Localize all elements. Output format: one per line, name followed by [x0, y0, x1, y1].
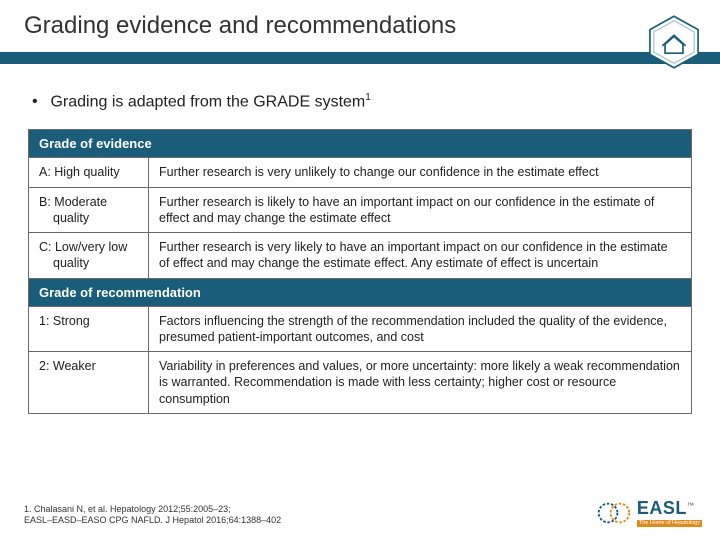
ref-line: 1. Chalasani N, et al. Hepatology 2012;5…	[24, 504, 281, 515]
grading-table: Grade of evidence A: High quality Furthe…	[28, 129, 692, 414]
table-row: 2: Weaker Variability in preferences and…	[29, 352, 692, 414]
page-title: Grading evidence and recommendations	[24, 12, 720, 40]
table-row: C: Low/very low quality Further research…	[29, 233, 692, 279]
grade-label: C: Low/very low quality	[29, 233, 149, 279]
logo-text-block: EASL™ The Home of Hepatology	[637, 499, 702, 528]
table-section-header-row: Grade of evidence	[29, 130, 692, 158]
content-area: • Grading is adapted from the GRADE syst…	[0, 64, 720, 414]
grade-desc: Variability in preferences and values, o…	[149, 352, 692, 414]
evidence-header: Grade of evidence	[29, 130, 692, 158]
trademark-icon: ™	[687, 502, 694, 509]
logo-subtitle: The Home of Hepatology	[637, 520, 702, 528]
grade-desc: Factors influencing the strength of the …	[149, 306, 692, 352]
grade-label: A: High quality	[29, 158, 149, 187]
grade-label: 1: Strong	[29, 306, 149, 352]
table-row: B: Moderate quality Further research is …	[29, 187, 692, 233]
recommendation-header: Grade of recommendation	[29, 278, 692, 306]
title-underline	[0, 56, 720, 64]
grade-label: 2: Weaker	[29, 352, 149, 414]
grade-desc: Further research is very unlikely to cha…	[149, 158, 692, 187]
table-section-header-row: Grade of recommendation	[29, 278, 692, 306]
logo-mark-icon	[597, 496, 631, 530]
intro-bullet: • Grading is adapted from the GRADE syst…	[28, 92, 692, 111]
footer-logo: EASL™ The Home of Hepatology	[597, 496, 702, 530]
intro-text: Grading is adapted from the GRADE system	[50, 93, 365, 110]
title-bar: Grading evidence and recommendations	[0, 0, 720, 56]
table-row: 1: Strong Factors influencing the streng…	[29, 306, 692, 352]
table-row: A: High quality Further research is very…	[29, 158, 692, 187]
ref-line: EASL–EASD–EASO CPG NAFLD. J Hepatol 2016…	[24, 515, 281, 526]
intro-sup: 1	[365, 92, 371, 103]
grade-desc: Further research is very likely to have …	[149, 233, 692, 279]
home-icon[interactable]	[646, 18, 702, 74]
footer-references: 1. Chalasani N, et al. Hepatology 2012;5…	[24, 504, 281, 527]
grade-label: B: Moderate quality	[29, 187, 149, 233]
grade-desc: Further research is likely to have an im…	[149, 187, 692, 233]
logo-text: EASL	[637, 498, 687, 518]
